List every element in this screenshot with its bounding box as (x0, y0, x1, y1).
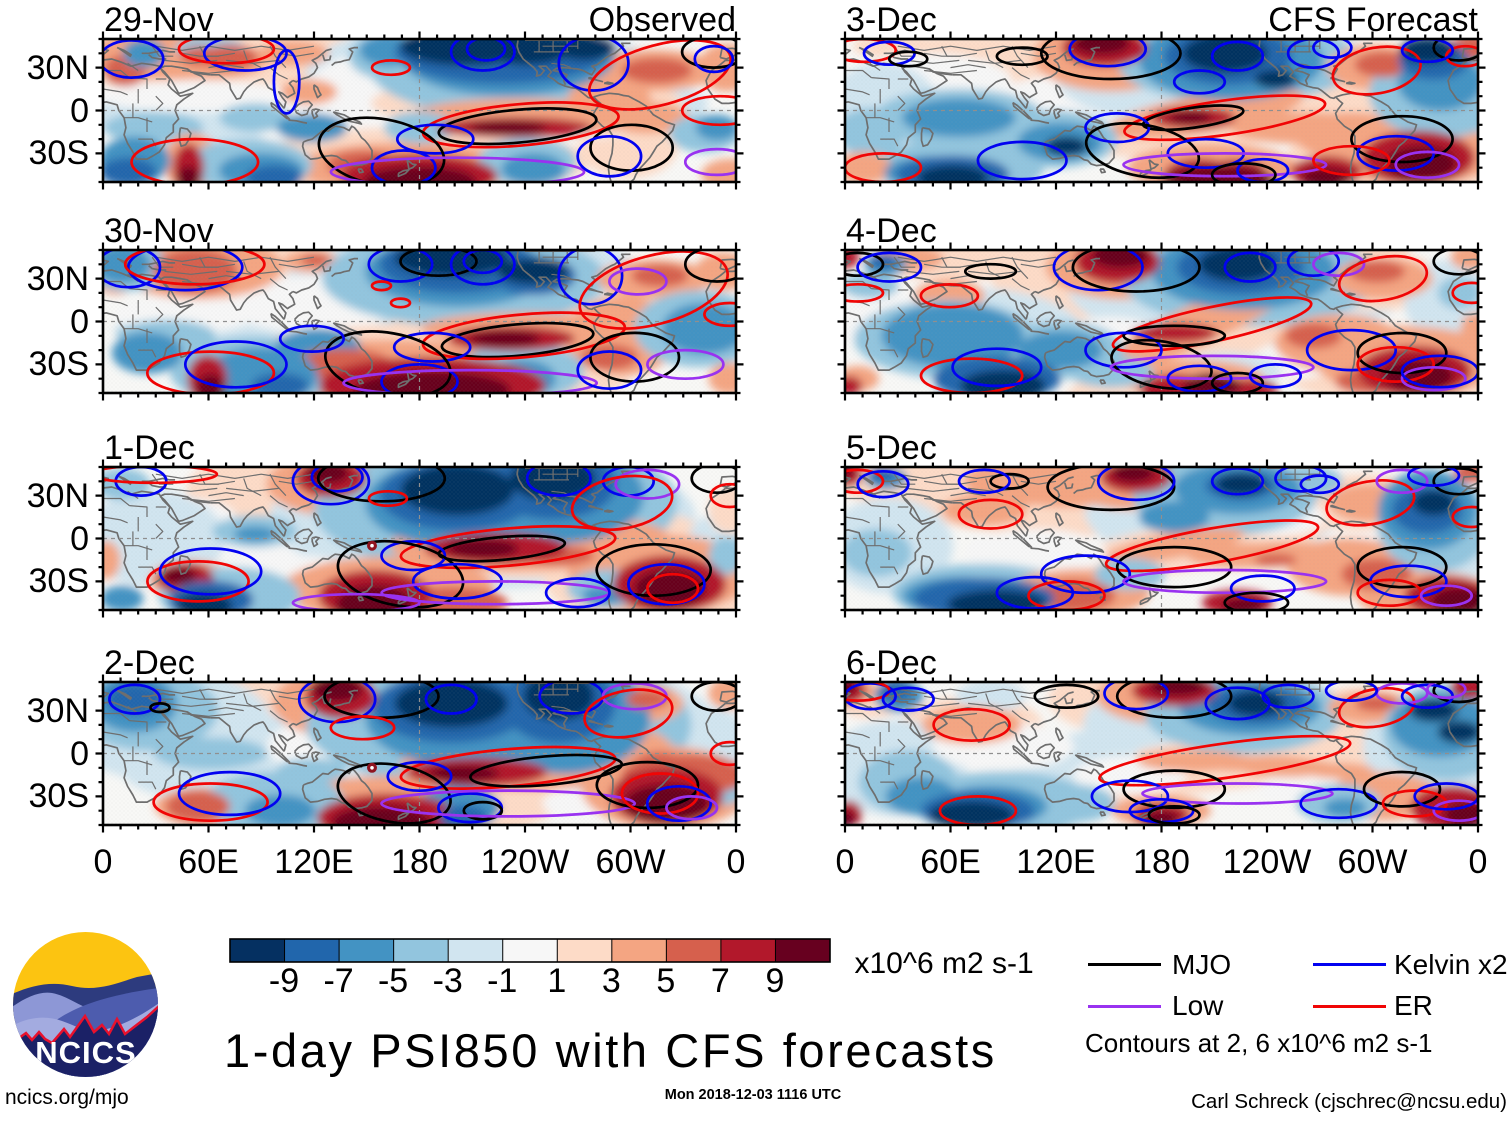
svg-text:NCICS: NCICS (35, 1035, 136, 1070)
